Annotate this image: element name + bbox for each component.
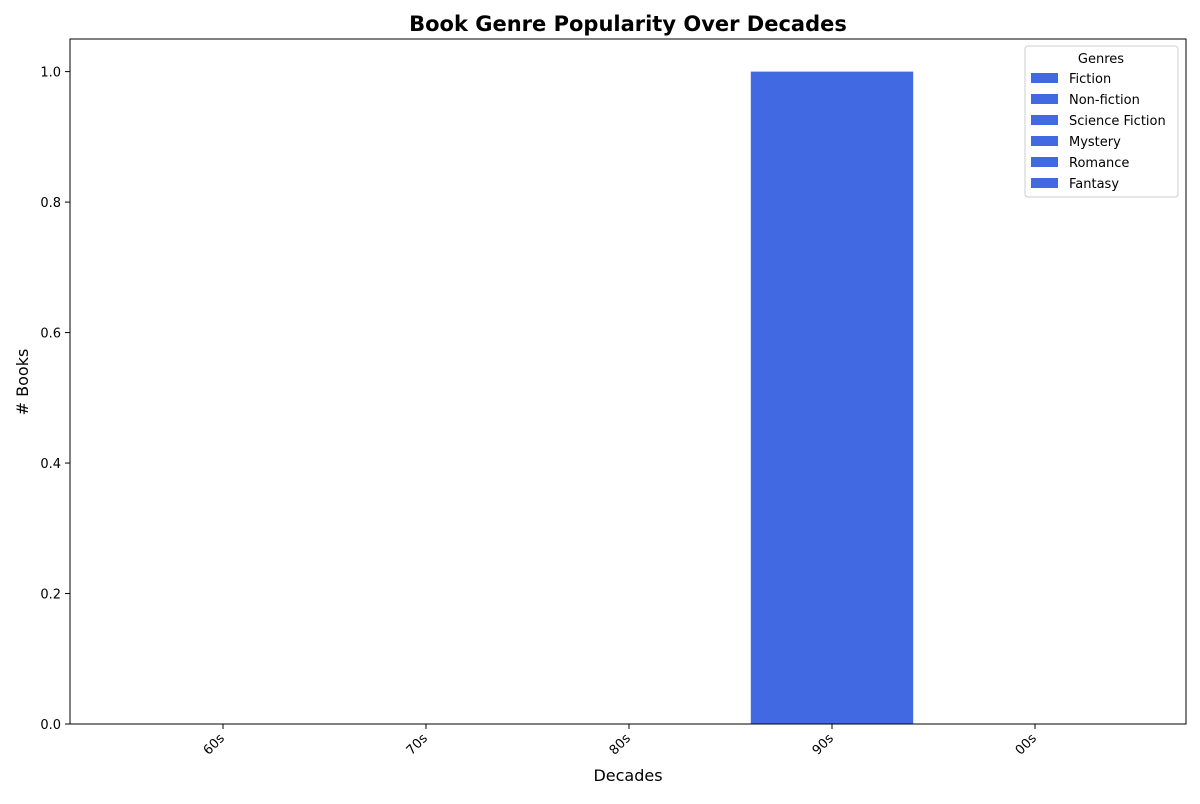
y-tick-label: 0.2 [40,588,61,603]
legend-swatch [1031,94,1058,104]
bar-fiction-90s [750,71,914,725]
legend-label: Mystery [1069,135,1121,150]
legend-label: Non-fiction [1069,93,1140,108]
y-axis-label: # Books [13,349,32,416]
y-tick-label: 1.0 [40,66,61,81]
legend: Genres Fiction Non-fiction Science Fiction… [1024,45,1179,198]
y-ticks: 0.0 0.2 0.4 0.6 0.8 1.0 [40,66,70,733]
x-axis-label: Decades [593,766,662,785]
legend-items: Fiction Non-fiction Science Fiction Mystery… [1031,72,1166,192]
plot-frame [69,38,1187,725]
legend-swatch [1031,136,1058,146]
y-tick-label: 0.6 [40,327,61,342]
legend-title: Genres [1078,52,1124,67]
chart-title: Book Genre Popularity Over Decades [409,12,847,36]
y-tick-label: 0.0 [40,718,61,733]
legend-label: Fantasy [1069,177,1119,192]
y-tick-label: 0.8 [40,196,61,211]
legend-swatch [1031,115,1058,125]
y-tick-label: 0.4 [40,457,61,472]
legend-label: Fiction [1069,72,1111,87]
legend-label: Romance [1069,156,1129,171]
legend-swatch [1031,178,1058,188]
legend-swatch [1031,73,1058,83]
bars-layer [750,71,914,725]
legend-box [1024,45,1179,198]
legend-swatch [1031,157,1058,167]
legend-label: Science Fiction [1069,114,1166,129]
